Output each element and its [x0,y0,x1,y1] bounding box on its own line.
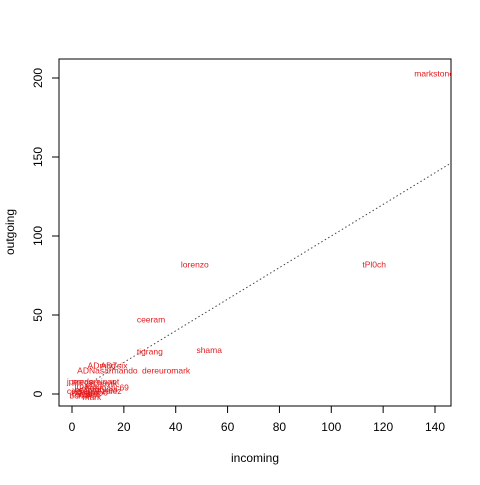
point-label: tigrang [137,346,163,356]
reference-line [72,163,451,394]
y-tick-label: 200 [31,68,45,88]
x-tick-label: 40 [169,420,183,434]
x-tick-label: 140 [425,420,445,434]
x-tick-label: 60 [221,420,235,434]
y-axis-title: outgoing [3,209,17,255]
point-label: shama [196,345,222,355]
x-axis: 0 20 40 60 80 100 120 140 [69,406,446,434]
point-label: ceeram [137,315,165,325]
point-label: ADNasarmando [77,365,138,375]
x-tick-label: 80 [273,420,287,434]
plot-frame [59,59,451,406]
x-tick-label: 100 [321,420,341,434]
y-tick-label: 50 [31,308,45,322]
y-tick-label: 100 [31,226,45,246]
x-axis-title: incoming [231,451,279,465]
y-tick-label: 150 [31,147,45,167]
point-label: markstoneman [414,68,470,78]
y-axis: 0 50 100 150 200 [31,68,59,398]
y-tick-label: 0 [31,390,45,397]
x-tick-label: 120 [373,420,393,434]
x-tick-label: 20 [117,420,131,434]
point-label: gwoo [88,387,109,397]
point-label: dereuromark [142,365,191,375]
point-label: lorenzo [181,259,209,269]
x-tick-label: 0 [69,420,76,434]
reference-line-layer [72,163,451,394]
point-labels-layer: markstoneman tPl0ch lorenzo ceeram shama tigr… [66,68,471,402]
point-label: tPl0ch [362,259,386,269]
